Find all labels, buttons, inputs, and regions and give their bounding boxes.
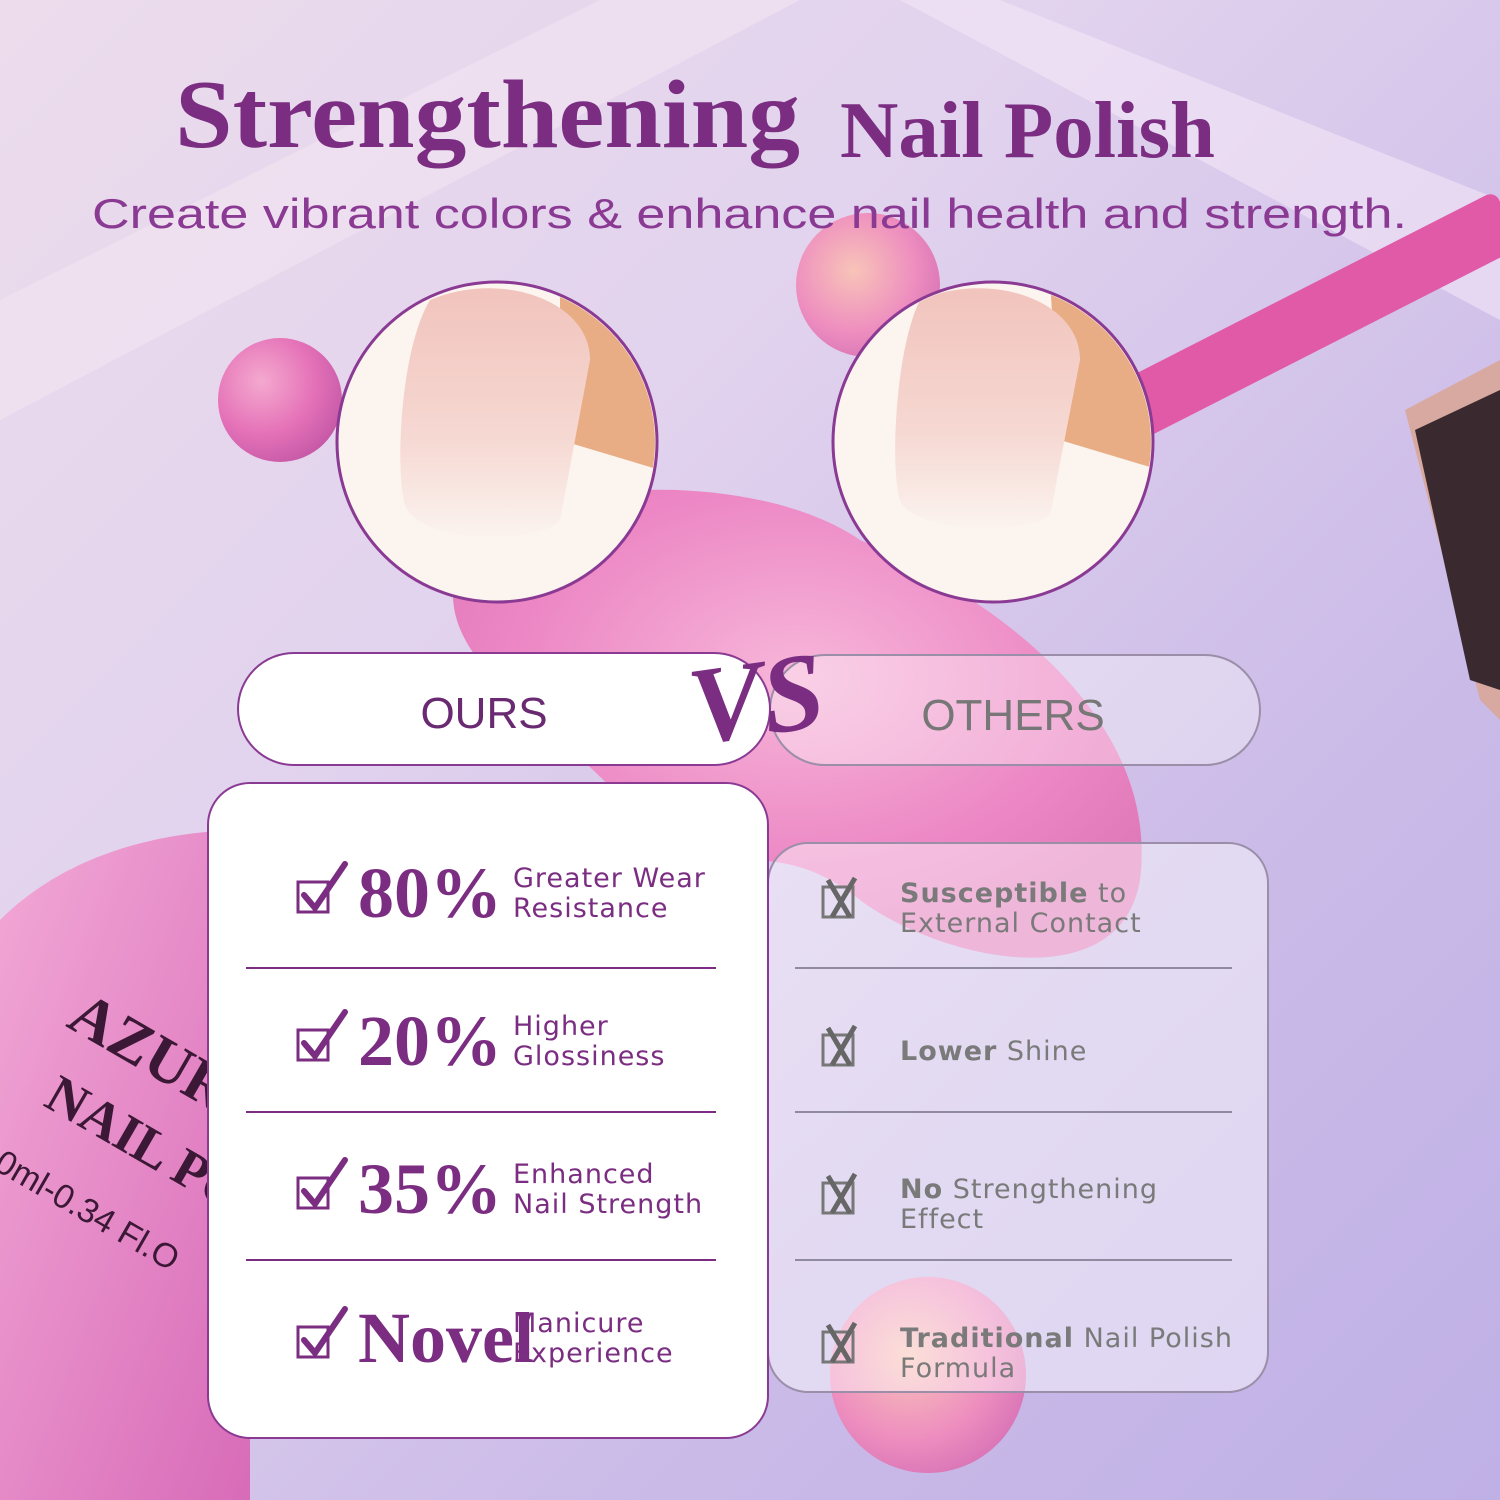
drawback-emphasis: Traditional (900, 1323, 1074, 1354)
ours-card (207, 782, 769, 1439)
figure: 35% (358, 1149, 502, 1229)
drawback-text: Lower Shine (900, 1036, 1087, 1067)
benefit-text: Greater Wear (513, 863, 706, 894)
drawback-rest: Strengthening (953, 1174, 1158, 1205)
check-box (296, 1176, 330, 1210)
drawback-emphasis: Susceptible (900, 878, 1088, 909)
ours-label: OURS (420, 689, 547, 738)
others-label: OTHERS (921, 691, 1104, 740)
check-mark (301, 1306, 348, 1358)
x-mark (825, 1172, 858, 1215)
drawback-text: Formula (900, 1353, 1016, 1384)
check-mark (301, 1009, 348, 1061)
benefit-text: Higher (513, 1011, 609, 1042)
polish-blob (452, 489, 1142, 958)
benefit-text: Glossiness (513, 1041, 665, 1072)
drawback-text: Traditional Nail Polish (900, 1323, 1233, 1354)
benefit-text: Manicure (513, 1308, 645, 1339)
benefit-text: Resistance (513, 893, 669, 924)
x-mark (825, 1321, 858, 1364)
nail-others (831, 280, 1155, 604)
figure: Novel (358, 1298, 534, 1378)
figure: 80% (358, 853, 502, 933)
subtitle: Create vibrant colors & enhance nail hea… (92, 190, 1407, 237)
light-streak (900, 0, 1500, 320)
title-rest: Nail Polish (840, 87, 1215, 175)
check-box (296, 1325, 330, 1359)
x-box (821, 885, 855, 919)
drawback-rest: Nail Polish (1084, 1323, 1233, 1354)
nail-ours (335, 280, 659, 604)
benefit-text: Enhanced (513, 1159, 655, 1190)
drawback-text: External Contact (900, 908, 1142, 939)
x-box (821, 1330, 855, 1364)
x-box (821, 1033, 855, 1067)
check-mark (301, 1157, 348, 1209)
vs-label: VS (681, 628, 831, 768)
x-mark (825, 1024, 858, 1067)
benefit-text: Nail Strength (513, 1189, 703, 1220)
drawback-rest: to (1098, 878, 1127, 909)
x-mark (825, 876, 858, 919)
figure: 20% (358, 1001, 502, 1081)
check-box (296, 1028, 330, 1062)
light-streak (0, 0, 800, 420)
title-main: Strengthening (175, 61, 800, 169)
drawback-emphasis: Lower (900, 1036, 997, 1067)
drawback-rest: Shine (1007, 1036, 1087, 1067)
ours-pill (237, 652, 771, 766)
check-mark (301, 861, 348, 913)
drawback-text: No Strengthening (900, 1174, 1158, 1205)
drawback-emphasis: No (900, 1174, 943, 1205)
sphere (218, 338, 342, 462)
sphere (830, 1277, 1026, 1473)
benefit-text: Experience (513, 1338, 674, 1369)
check-box (296, 880, 330, 914)
x-box (821, 1181, 855, 1215)
drawback-text: Effect (900, 1204, 984, 1235)
drawback-text: Susceptible to (900, 878, 1127, 909)
